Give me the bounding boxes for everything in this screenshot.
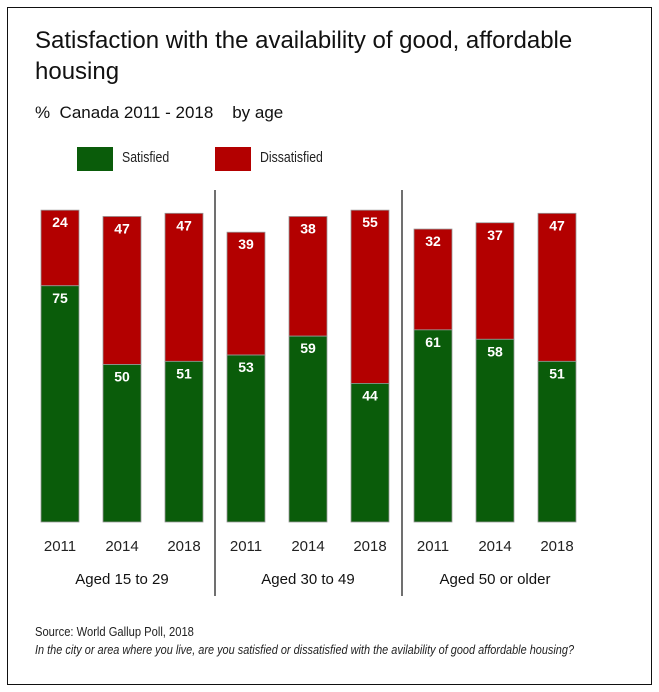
bar-satisfied <box>350 382 390 523</box>
legend-swatch-satisfied <box>77 147 113 171</box>
x-tick-label: 2018 <box>353 538 386 555</box>
data-label-satisfied: 53 <box>238 359 254 375</box>
data-label-satisfied: 51 <box>549 365 565 381</box>
data-label-dissatisfied: 24 <box>52 214 68 230</box>
bar-dissatisfied <box>164 212 204 362</box>
group-label: Aged 15 to 29 <box>75 571 168 588</box>
data-label-dissatisfied: 38 <box>300 220 316 236</box>
data-label-dissatisfied: 47 <box>114 220 130 236</box>
group-label: Aged 50 or older <box>440 571 551 588</box>
bar-dissatisfied <box>102 216 142 365</box>
legend-swatch-dissatisfied <box>215 147 251 171</box>
data-label-satisfied: 59 <box>300 340 316 356</box>
data-label-satisfied: 58 <box>487 343 503 359</box>
legend-label-satisfied: Satisfied <box>122 149 170 166</box>
data-label-dissatisfied: 32 <box>425 233 441 249</box>
legend-label-dissatisfied: Dissatisfied <box>260 149 323 166</box>
bar-satisfied <box>40 285 80 523</box>
data-label-dissatisfied: 37 <box>487 227 503 243</box>
source-note: Source: World Gallup Poll, 2018 <box>35 624 194 639</box>
x-tick-label: 2011 <box>230 538 262 555</box>
data-label-satisfied: 75 <box>52 290 68 306</box>
bar-satisfied <box>413 329 453 523</box>
bar-satisfied <box>288 335 328 523</box>
chart-subtitle: % Canada 2011 - 2018 by age <box>35 103 284 122</box>
x-tick-label: 2014 <box>105 538 138 555</box>
bar-dissatisfied <box>537 212 577 362</box>
data-label-dissatisfied: 47 <box>549 217 565 233</box>
bar-satisfied <box>102 364 142 523</box>
x-tick-label: 2014 <box>478 538 511 555</box>
group-label: Aged 30 to 49 <box>261 571 354 588</box>
bar-satisfied <box>537 360 577 523</box>
bar-satisfied <box>164 360 204 523</box>
x-tick-label: 2018 <box>167 538 200 555</box>
x-tick-label: 2018 <box>540 538 573 555</box>
bar-dissatisfied <box>350 209 390 384</box>
bar-satisfied <box>475 338 515 523</box>
data-label-satisfied: 44 <box>362 387 378 403</box>
x-tick-label: 2011 <box>44 538 76 555</box>
data-label-dissatisfied: 55 <box>362 214 378 230</box>
bar-dissatisfied <box>40 209 80 287</box>
x-tick-label: 2014 <box>291 538 324 555</box>
x-tick-label: 2011 <box>417 538 449 555</box>
bar-satisfied <box>226 354 266 523</box>
data-label-satisfied: 50 <box>114 369 130 385</box>
data-label-satisfied: 51 <box>176 365 192 381</box>
data-label-satisfied: 61 <box>425 334 441 350</box>
bar-dissatisfied <box>475 222 515 340</box>
survey-question-note: In the city or area where you live, are … <box>35 642 575 657</box>
bar-dissatisfied <box>226 231 266 356</box>
bar-dissatisfied <box>413 228 453 331</box>
data-label-dissatisfied: 47 <box>176 217 192 233</box>
data-label-dissatisfied: 39 <box>238 236 254 252</box>
chart-title: Satisfaction with the availability of go… <box>35 27 573 85</box>
